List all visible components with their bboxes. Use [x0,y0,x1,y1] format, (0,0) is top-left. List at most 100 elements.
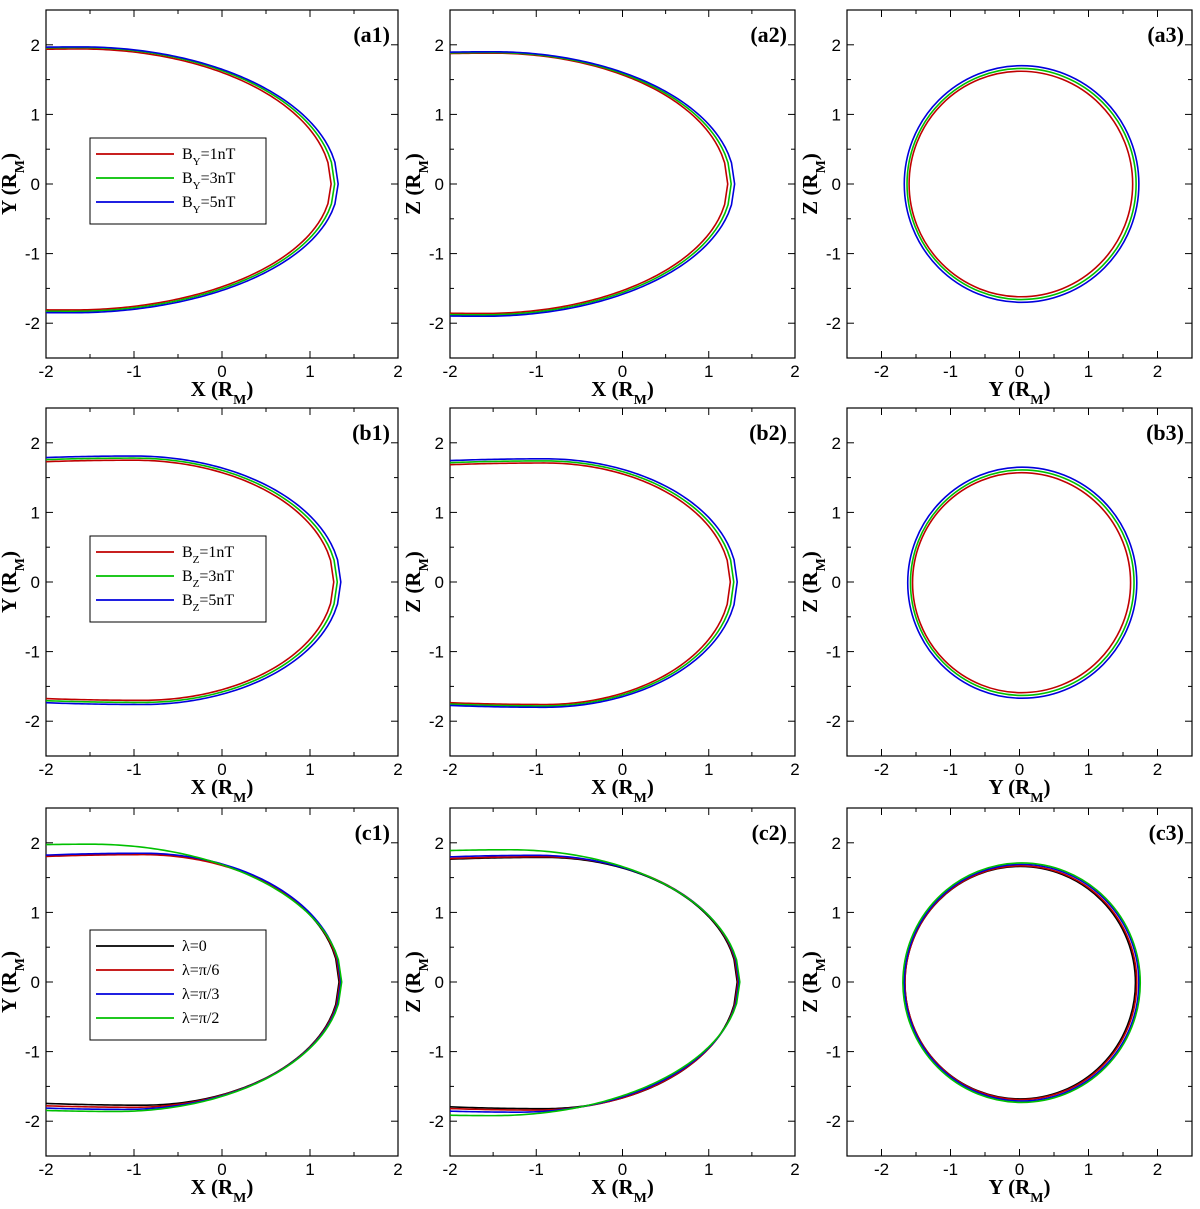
x-tick-label: -2 [38,1160,53,1179]
panel-tag: (c2) [752,820,787,845]
x-tick-label: 1 [305,362,314,381]
legend-entry: BY=1nT [182,146,236,168]
panel-b3: -2 -1 0 1 2 -2 -1 0 1 2 Y (RM) Z (RM) (b3) [798,407,1193,806]
y-tick-label: 2 [832,434,841,453]
y-tick-label: 2 [435,36,444,55]
panel-c2: -2 -1 0 1 2 -2 -1 0 1 2 X (RM) Z (RM) (c2) [401,807,800,1206]
y-tick-label: -2 [429,314,444,333]
panel-b2: -2 -1 0 1 2 -2 -1 0 1 2 X (RM) Z (RM) (b2) [401,407,800,806]
x-tick-label: -1 [126,1160,141,1179]
x-tick-label: -2 [442,362,457,381]
y-tick-label: -1 [429,643,444,662]
y-tick-label: 2 [435,834,444,853]
x-tick-label: 0 [217,362,226,381]
y-tick-label: -1 [429,245,444,264]
y-tick-label: 1 [31,903,40,922]
y-tick-label: -2 [429,1112,444,1131]
y-tick-label: -1 [826,1043,841,1062]
y-tick-label: -2 [826,712,841,731]
x-tick-label: 2 [393,362,402,381]
y-tick-label: 1 [31,503,40,522]
series-line-green [909,469,1135,697]
y-axis-label: Z (RM) [798,153,829,215]
y-tick-label: -1 [25,643,40,662]
legend-entry: BY=5nT [182,194,236,216]
y-axis-label: Z (RM) [401,551,432,613]
x-tick-label: 1 [305,1160,314,1179]
panel-tag: (a3) [1147,22,1184,47]
x-tick-label: -2 [874,1160,889,1179]
panel-b1: -2 -1 0 1 2 -2 -1 0 1 2 X (RM) Y (RM) (b1) BZ=1nTBZ=3… [0,407,403,806]
x-tick-label: 0 [217,1160,226,1179]
x-tick-label: 2 [1153,362,1162,381]
series-line-red [450,855,739,1111]
y-tick-label: 1 [832,105,841,124]
panel-tag: (c1) [355,820,390,845]
legend-box [89,929,267,1041]
x-tick-label: 2 [790,760,799,779]
series-line-green [450,460,735,707]
series-line-green [46,457,339,704]
y-axis-label: Z (RM) [401,951,432,1013]
legend-entry: BZ=1nT [182,544,234,566]
plot-frame [846,9,1193,359]
series-line-red [911,471,1132,694]
legend-entry: λ=π/6 [182,962,219,979]
x-tick-label: 1 [1084,362,1093,381]
x-tick-label: 2 [790,362,799,381]
series-line-green [902,862,1142,1104]
y-tick-label: 1 [435,503,444,522]
series-line-blue [46,46,339,314]
legend: λ=0 λ=π/6 λ=π/3 λ=π/2 [89,929,267,1041]
x-tick-label: -1 [126,362,141,381]
x-tick-label: -2 [874,760,889,779]
legend-box [89,535,267,623]
series-line-blue [450,50,736,318]
x-tick-label: -1 [126,760,141,779]
legend-entry: λ=π/2 [182,1010,219,1027]
curves [46,46,339,314]
x-tick-label: -2 [442,1160,457,1179]
panel-a3: -2 -1 0 1 2 -2 -1 0 1 2 Y (RM) Z (RM) (a3) [798,9,1193,408]
x-tick-label: 2 [1153,1160,1162,1179]
x-axis-label: X (RM) [591,1175,654,1206]
y-tick-label: 2 [832,834,841,853]
panel-tag: (c3) [1149,820,1184,845]
x-tick-label: -1 [529,760,544,779]
legend-box [89,137,267,225]
y-tick-label: 0 [31,973,40,992]
x-tick-label: -2 [874,362,889,381]
y-tick-label: 2 [31,434,40,453]
x-tick-label: -2 [38,362,53,381]
legend-entry: λ=π/3 [182,986,219,1003]
y-tick-label: -2 [25,314,40,333]
y-tick-label: 2 [832,36,841,55]
panel-tag: (a2) [750,22,787,47]
y-tick-label: -2 [826,1112,841,1131]
x-tick-label: 1 [704,362,713,381]
x-axis-label: X (RM) [191,775,254,806]
panel-tag: (a1) [353,22,390,47]
series-line-blue [46,455,342,706]
x-tick-label: -2 [442,760,457,779]
y-tick-label: 0 [832,973,841,992]
legend-entry: BZ=5nT [182,592,234,614]
y-tick-label: 0 [832,175,841,194]
y-tick-label: 1 [435,105,444,124]
x-tick-label: 2 [393,760,402,779]
x-tick-label: 0 [618,1160,627,1179]
legend-entry: BZ=3nT [182,568,234,590]
curves [46,455,342,706]
y-tick-label: -2 [25,712,40,731]
x-tick-label: -2 [38,760,53,779]
x-tick-label: 1 [704,1160,713,1179]
legend-entry: λ=0 [182,938,207,955]
x-axis-label: Y (RM) [988,1175,1050,1206]
y-axis-label: Y (RM) [0,153,28,215]
curves [903,64,1140,304]
y-tick-label: 2 [31,834,40,853]
y-tick-label: -1 [25,245,40,264]
x-axis-label: X (RM) [191,377,254,408]
